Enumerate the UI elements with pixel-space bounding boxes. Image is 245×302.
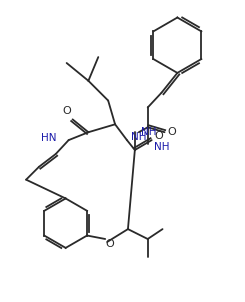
Text: NH: NH — [154, 142, 169, 152]
Text: O: O — [167, 127, 176, 137]
Text: HN: HN — [41, 133, 57, 143]
Text: O: O — [154, 131, 163, 141]
Text: NH: NH — [141, 127, 157, 137]
Text: O: O — [106, 239, 114, 249]
Text: NH: NH — [131, 132, 147, 142]
Text: O: O — [62, 106, 71, 117]
